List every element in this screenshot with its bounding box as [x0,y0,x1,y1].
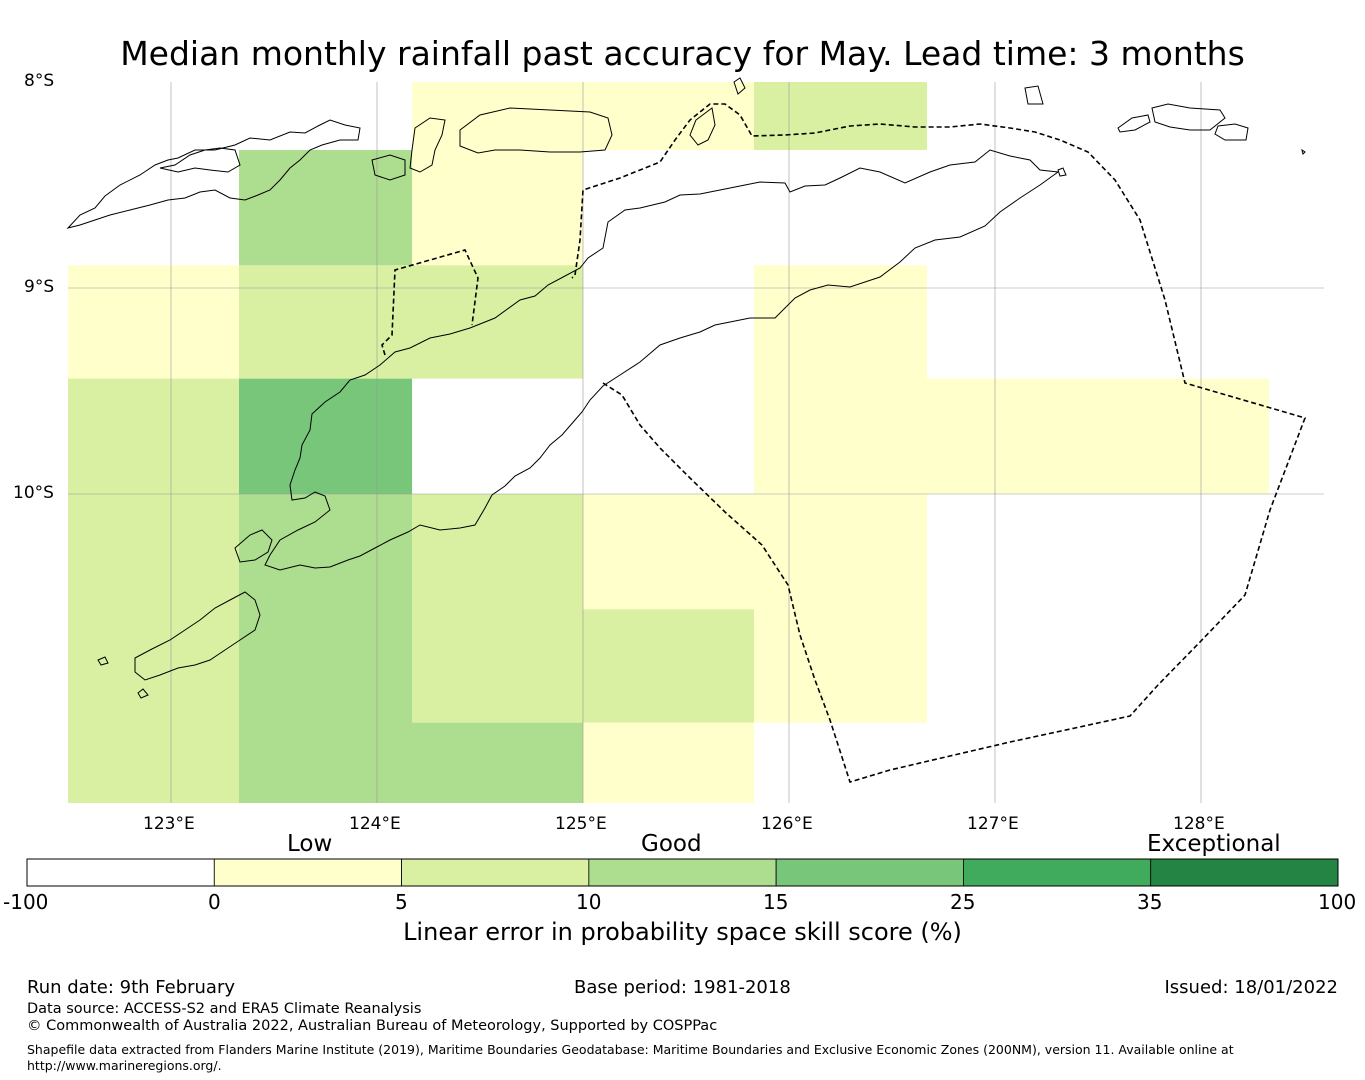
shapefile-credit-line2: http://www.marineregions.org/. [27,1058,222,1073]
colorbar-segment [401,858,590,887]
coastline-lembata [159,147,241,173]
graticule [68,82,1324,803]
skill-cell [753,378,1269,494]
skill-grid-cells [68,82,1269,803]
colorbar-label: Linear error in probability space skill … [403,918,962,946]
colorbar [26,858,1339,887]
skill-cell [583,722,754,803]
colorbar-frame [26,858,1339,887]
lat-label-8s: 8°S [24,71,55,91]
coastline-sawu [134,591,261,681]
skill-cell [238,265,584,379]
run-date: Run date: 9th February [27,977,236,998]
skill-cell [583,82,754,150]
tick-label: 35 [1137,890,1163,914]
lon-label-124e: 124°E [349,814,401,834]
coastline-kisar [1024,85,1044,105]
colorbar-segment [213,858,402,887]
timor-leste-eez-boundary [571,103,1307,783]
skill-cell [753,82,928,150]
oecusse-boundary [381,249,479,356]
coastline-rote [234,529,273,563]
skill-cell [412,149,583,266]
tick-label: 100 [1318,890,1357,914]
coastline-leti [1117,114,1151,133]
coastline-small-island-1 [97,656,109,666]
lat-label-10s: 10°S [13,483,54,503]
tick-label: 25 [950,890,976,914]
skill-cell [238,494,413,803]
coastline-atauro [689,107,716,146]
coastline-moa [1151,103,1226,131]
skill-cell [412,494,583,723]
coastline-lakor [1214,123,1249,141]
coastlines [66,77,1306,699]
colorbar-segment [963,858,1152,887]
lon-label-123e: 123°E [143,814,195,834]
chart-title: Median monthly rainfall past accuracy fo… [120,34,1245,73]
tick-label: 10 [576,890,602,914]
coastline-pantar [371,154,406,181]
category-low: Low [287,831,333,857]
coastline-timor [264,149,1060,571]
skill-cell [753,609,928,723]
base-period: Base period: 1981-2018 [574,977,791,998]
coastline-alor [409,117,446,173]
shapefile-credit-line1: Shapefile data extracted from Flanders M… [27,1042,1234,1057]
coastline-small-island-3 [1301,148,1306,155]
issued-date: Issued: 18/01/2022 [1164,977,1338,998]
tick-label: 0 [208,890,221,914]
skill-cell [68,265,239,379]
data-source: Data source: ACCESS-S2 and ERA5 Climate … [27,1001,422,1017]
coastline-flores [66,119,361,229]
coastline-small-island-5 [733,77,746,95]
skill-cell [412,82,583,150]
skill-cell [583,609,754,723]
lon-label-126e: 126°E [761,814,813,834]
colorbar-segment [588,858,777,887]
skill-cell [68,378,239,494]
copyright: © Commonwealth of Australia 2022, Austra… [27,1018,718,1034]
coastline-small-island-4 [1057,167,1067,177]
skill-cell [412,722,583,803]
category-exceptional: Exceptional [1147,831,1281,857]
coastline-small-island-2 [137,688,149,699]
skill-cell [238,378,413,494]
colorbar-segment [1150,858,1339,887]
skill-cell [583,494,928,610]
coastline-wetar [459,107,613,154]
colorbar-segment [26,858,215,887]
tick-label: 5 [395,890,408,914]
lon-label-125e: 125°E [555,814,607,834]
lon-label-127e: 127°E [967,814,1019,834]
maritime-boundaries [381,103,1307,783]
colorbar-segment [775,858,964,887]
tick-label: -100 [3,890,49,914]
skill-cell [753,265,928,379]
lon-label-128e: 128°E [1173,814,1225,834]
lat-label-9s: 9°S [24,277,55,297]
skill-cell [238,149,413,266]
tick-label: 15 [763,890,789,914]
category-good: Good [641,831,702,857]
